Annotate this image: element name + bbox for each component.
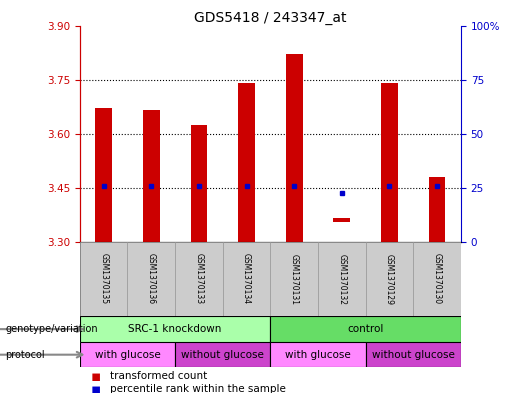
- Text: with glucose: with glucose: [95, 350, 160, 360]
- Bar: [429, 177, 445, 242]
- Text: protocol: protocol: [5, 350, 45, 360]
- Text: without glucose: without glucose: [372, 350, 455, 360]
- Bar: [80, 316, 270, 342]
- Title: GDS5418 / 243347_at: GDS5418 / 243347_at: [194, 11, 347, 24]
- Text: GSM1370130: GSM1370130: [433, 253, 441, 305]
- Text: ▪: ▪: [90, 382, 100, 393]
- Bar: [286, 54, 302, 242]
- Bar: [175, 242, 222, 316]
- Bar: [366, 342, 461, 367]
- Text: GSM1370136: GSM1370136: [147, 253, 156, 305]
- Bar: [270, 242, 318, 316]
- Text: SRC-1 knockdown: SRC-1 knockdown: [128, 324, 222, 334]
- Bar: [270, 342, 366, 367]
- Bar: [175, 342, 270, 367]
- Text: GSM1370132: GSM1370132: [337, 253, 346, 305]
- Bar: [128, 242, 175, 316]
- Bar: [238, 83, 255, 242]
- Text: GSM1370134: GSM1370134: [242, 253, 251, 305]
- Bar: [95, 108, 112, 242]
- Bar: [381, 83, 398, 242]
- Text: GSM1370133: GSM1370133: [195, 253, 203, 305]
- Text: GSM1370129: GSM1370129: [385, 253, 394, 305]
- Bar: [222, 242, 270, 316]
- Bar: [413, 242, 461, 316]
- Text: without glucose: without glucose: [181, 350, 264, 360]
- Bar: [366, 242, 413, 316]
- Text: percentile rank within the sample: percentile rank within the sample: [110, 384, 286, 393]
- Text: ▪: ▪: [90, 369, 100, 384]
- Text: GSM1370135: GSM1370135: [99, 253, 108, 305]
- Text: GSM1370131: GSM1370131: [290, 253, 299, 305]
- Bar: [80, 242, 128, 316]
- Bar: [334, 218, 350, 222]
- Bar: [80, 342, 175, 367]
- Text: with glucose: with glucose: [285, 350, 351, 360]
- Bar: [191, 125, 207, 242]
- Text: genotype/variation: genotype/variation: [5, 324, 98, 334]
- Text: transformed count: transformed count: [110, 371, 207, 382]
- Bar: [318, 242, 366, 316]
- Bar: [270, 316, 461, 342]
- Text: control: control: [348, 324, 384, 334]
- Bar: [143, 110, 160, 242]
